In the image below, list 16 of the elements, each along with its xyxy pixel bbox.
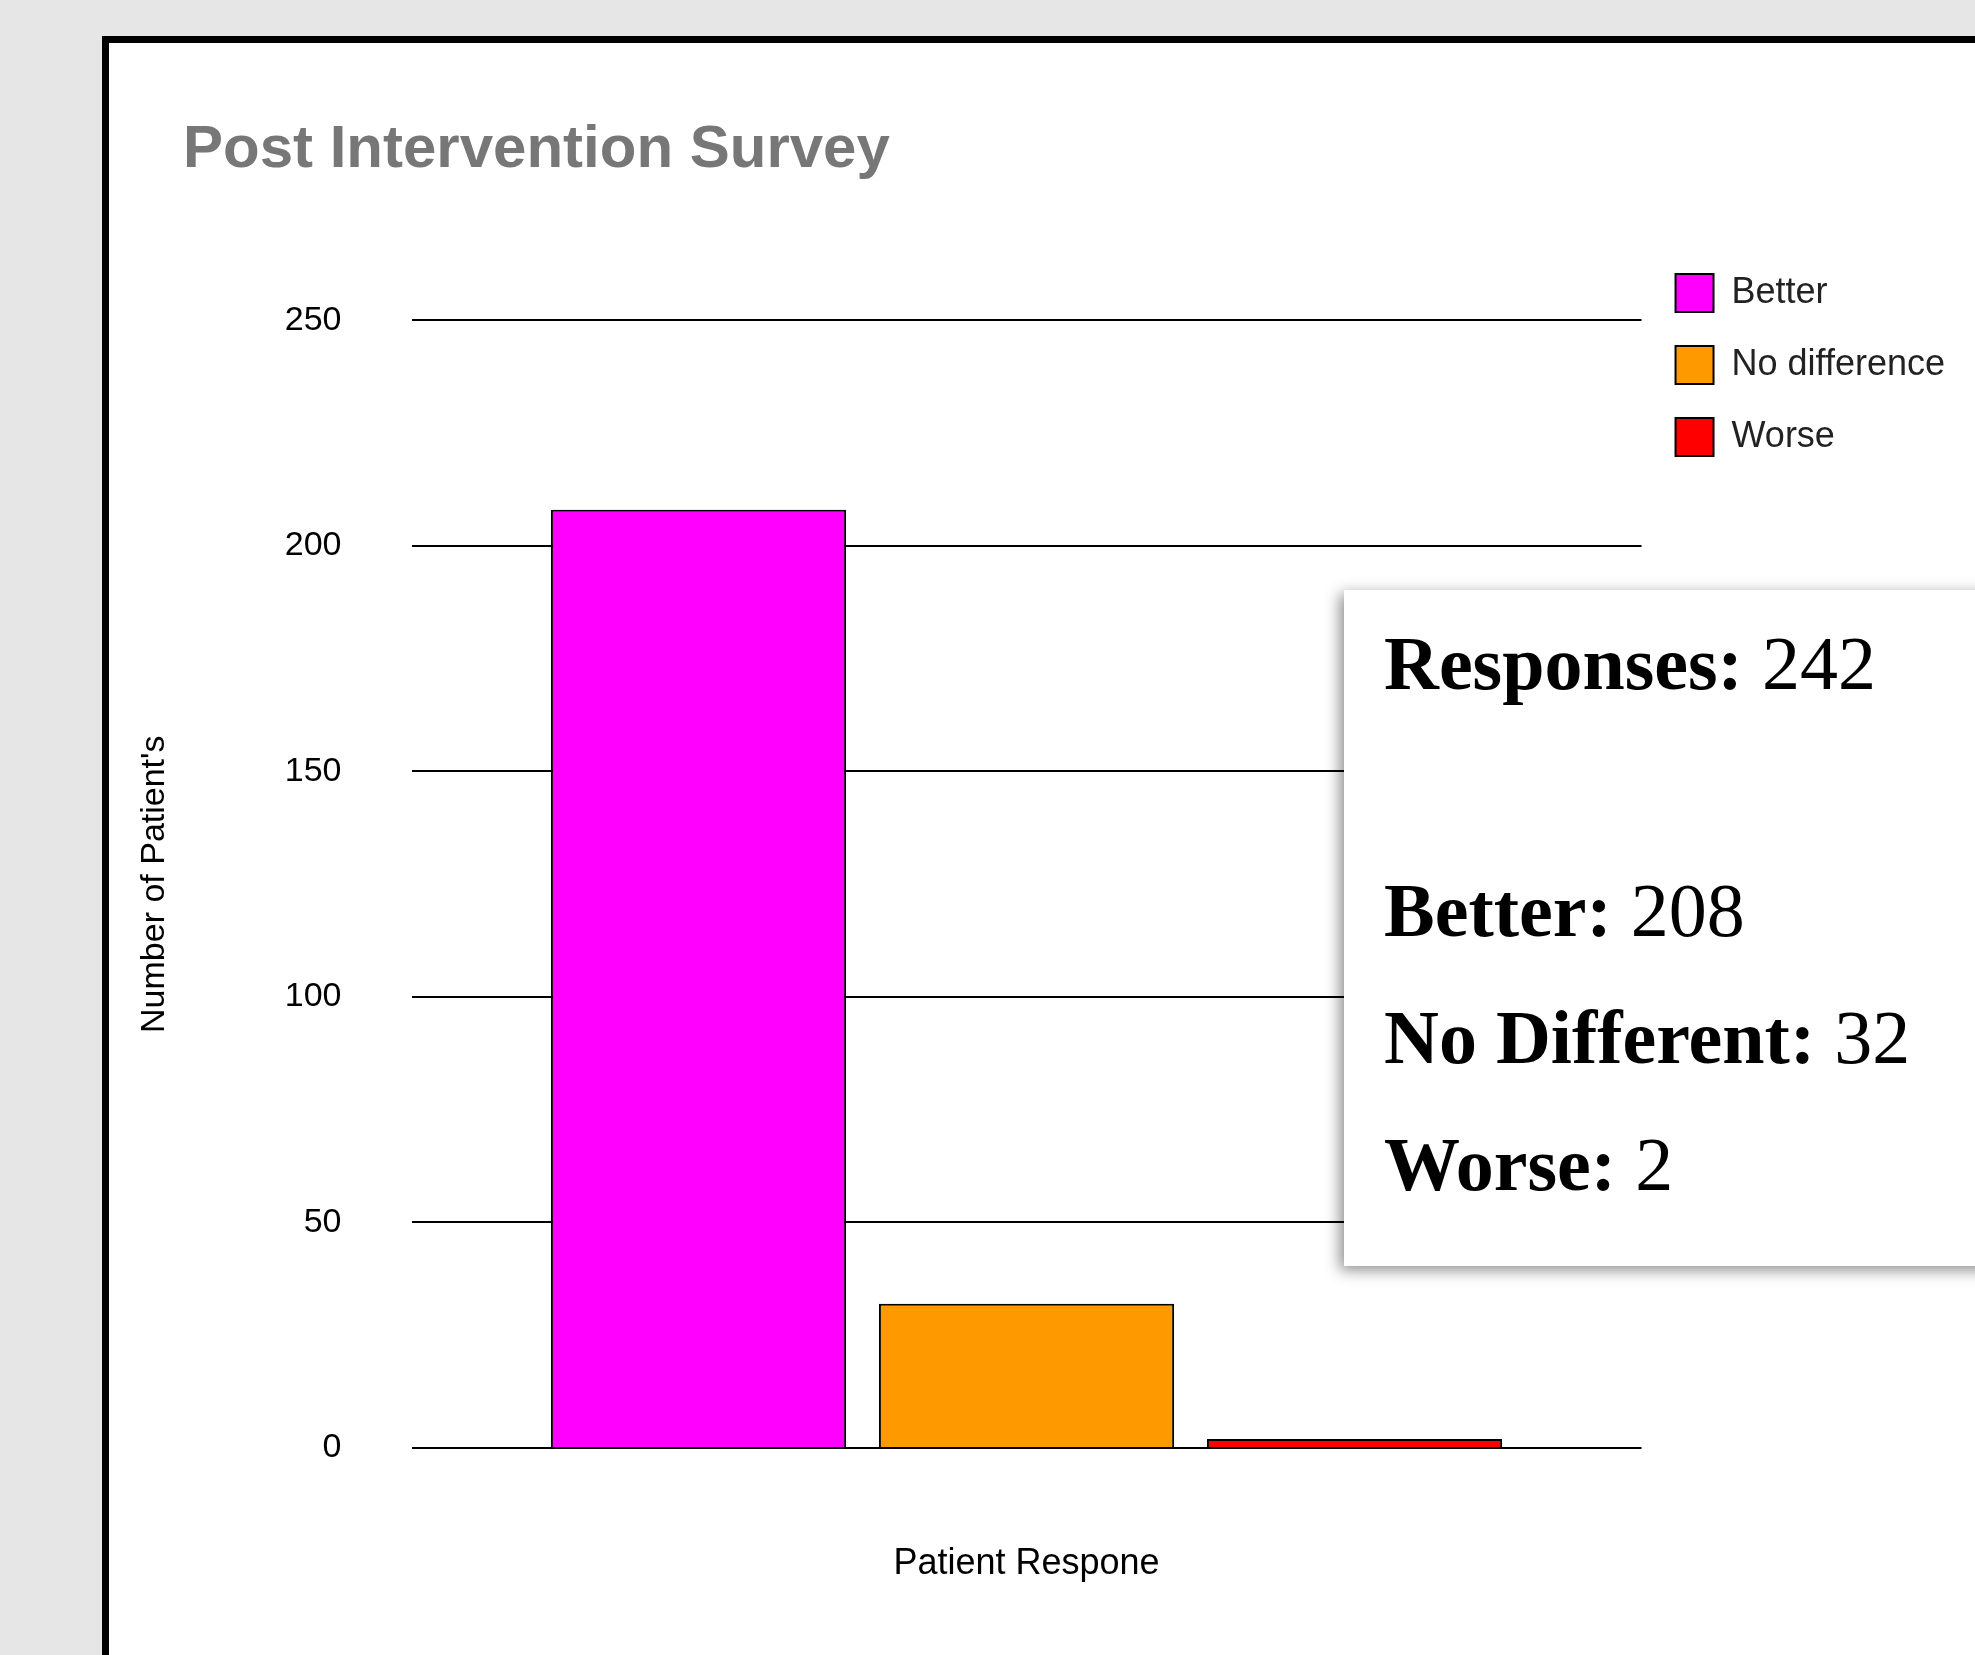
y-tick-label: 0	[322, 1426, 342, 1465]
annotation: No Different: 32	[1384, 994, 1912, 1081]
legend-label: Better	[1731, 269, 1828, 311]
legend-label: Worse	[1731, 413, 1835, 455]
x-axis-title: Patient Respone	[893, 1541, 1160, 1583]
annotation: Worse: 2	[1384, 1121, 1675, 1208]
chart-title: Post Intervention Survey	[183, 112, 890, 181]
y-tick-label: 200	[284, 524, 342, 563]
y-tick-label: 250	[284, 298, 342, 337]
annotation: Better: 208	[1384, 867, 1746, 954]
y-tick-label: 150	[284, 749, 342, 788]
y-axis-title: Number of Patient's	[132, 735, 171, 1033]
y-tick-label: 50	[303, 1200, 342, 1239]
y-tick-label: 100	[284, 975, 342, 1014]
legend-label: No difference	[1731, 341, 1945, 383]
annotation: Responses: 242	[1384, 620, 1877, 707]
